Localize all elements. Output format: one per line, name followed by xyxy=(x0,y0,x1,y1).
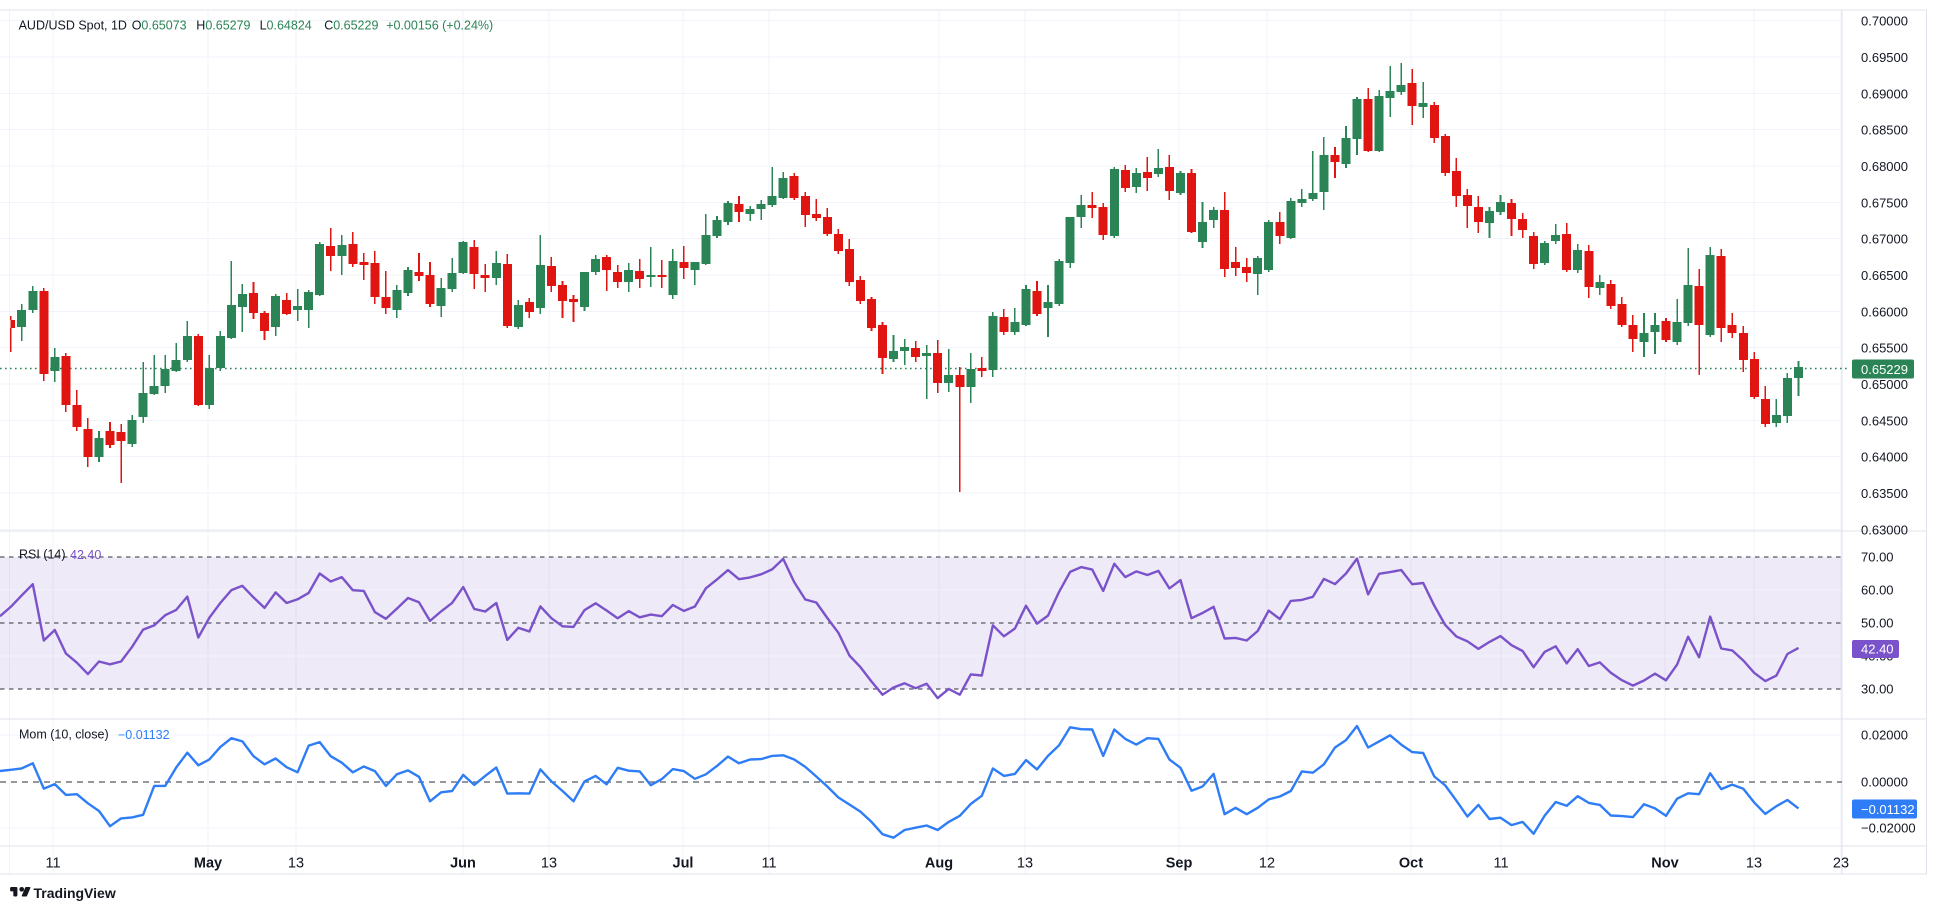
svg-text:Mom (10, close): Mom (10, close) xyxy=(19,728,109,742)
svg-text:0.69500: 0.69500 xyxy=(1861,50,1908,65)
svg-text:0.68000: 0.68000 xyxy=(1861,159,1908,174)
svg-text:Jul: Jul xyxy=(673,856,694,872)
svg-text:11: 11 xyxy=(761,856,776,872)
svg-text:0.66500: 0.66500 xyxy=(1861,268,1908,283)
svg-text:70.00: 70.00 xyxy=(1861,550,1894,565)
svg-text:50.00: 50.00 xyxy=(1861,616,1894,631)
svg-text:0.67000: 0.67000 xyxy=(1861,232,1908,247)
svg-text:11: 11 xyxy=(45,856,60,872)
svg-text:Jun: Jun xyxy=(450,856,476,872)
svg-text:0.64500: 0.64500 xyxy=(1861,413,1908,428)
svg-text:13: 13 xyxy=(1746,856,1762,872)
svg-text:60.00: 60.00 xyxy=(1861,583,1894,598)
svg-text:0.65229: 0.65229 xyxy=(1861,362,1908,377)
svg-text:12: 12 xyxy=(1259,856,1275,872)
svg-text:0.00000: 0.00000 xyxy=(1861,775,1908,790)
svg-text:−0.02000: −0.02000 xyxy=(1861,821,1916,836)
svg-text:23: 23 xyxy=(1833,856,1849,872)
svg-text:TradingView: TradingView xyxy=(34,885,116,901)
svg-text:0.63000: 0.63000 xyxy=(1861,522,1908,537)
svg-text:−0.01132: −0.01132 xyxy=(118,728,170,742)
svg-text:0.68500: 0.68500 xyxy=(1861,123,1908,138)
svg-text:0.65000: 0.65000 xyxy=(1861,377,1908,392)
svg-text:0.63500: 0.63500 xyxy=(1861,486,1908,501)
svg-text:13: 13 xyxy=(1017,856,1033,872)
svg-text:+0.00156 (+0.24%): +0.00156 (+0.24%) xyxy=(386,19,493,33)
svg-text:Aug: Aug xyxy=(925,856,953,872)
svg-text:11: 11 xyxy=(1493,856,1508,872)
svg-text:0.02000: 0.02000 xyxy=(1861,728,1908,743)
svg-text:0.70000: 0.70000 xyxy=(1861,14,1908,29)
svg-text:O0.65073: O0.65073 xyxy=(132,19,187,33)
svg-text:Oct: Oct xyxy=(1399,856,1423,872)
svg-text:Sep: Sep xyxy=(1166,856,1193,872)
svg-text:C0.65229: C0.65229 xyxy=(324,19,378,33)
svg-text:Nov: Nov xyxy=(1651,856,1678,872)
svg-text:42.40: 42.40 xyxy=(1861,642,1894,657)
svg-text:42.40: 42.40 xyxy=(70,548,101,562)
svg-text:RSI (14): RSI (14) xyxy=(19,548,66,562)
svg-text:0.69000: 0.69000 xyxy=(1861,86,1908,101)
svg-text:0.65500: 0.65500 xyxy=(1861,341,1908,356)
svg-text:13: 13 xyxy=(541,856,557,872)
svg-text:30.00: 30.00 xyxy=(1861,682,1894,697)
svg-text:13: 13 xyxy=(288,856,304,872)
svg-text:AUD/USD Spot, 1D: AUD/USD Spot, 1D xyxy=(19,19,127,33)
svg-text:−0.01132: −0.01132 xyxy=(1861,802,1915,817)
svg-text:H0.65279: H0.65279 xyxy=(196,19,250,33)
svg-text:0.64000: 0.64000 xyxy=(1861,450,1908,465)
svg-text:0.67500: 0.67500 xyxy=(1861,195,1908,210)
svg-text:0.66000: 0.66000 xyxy=(1861,304,1908,319)
svg-text:May: May xyxy=(194,856,222,872)
svg-text:L0.64824: L0.64824 xyxy=(260,19,312,33)
